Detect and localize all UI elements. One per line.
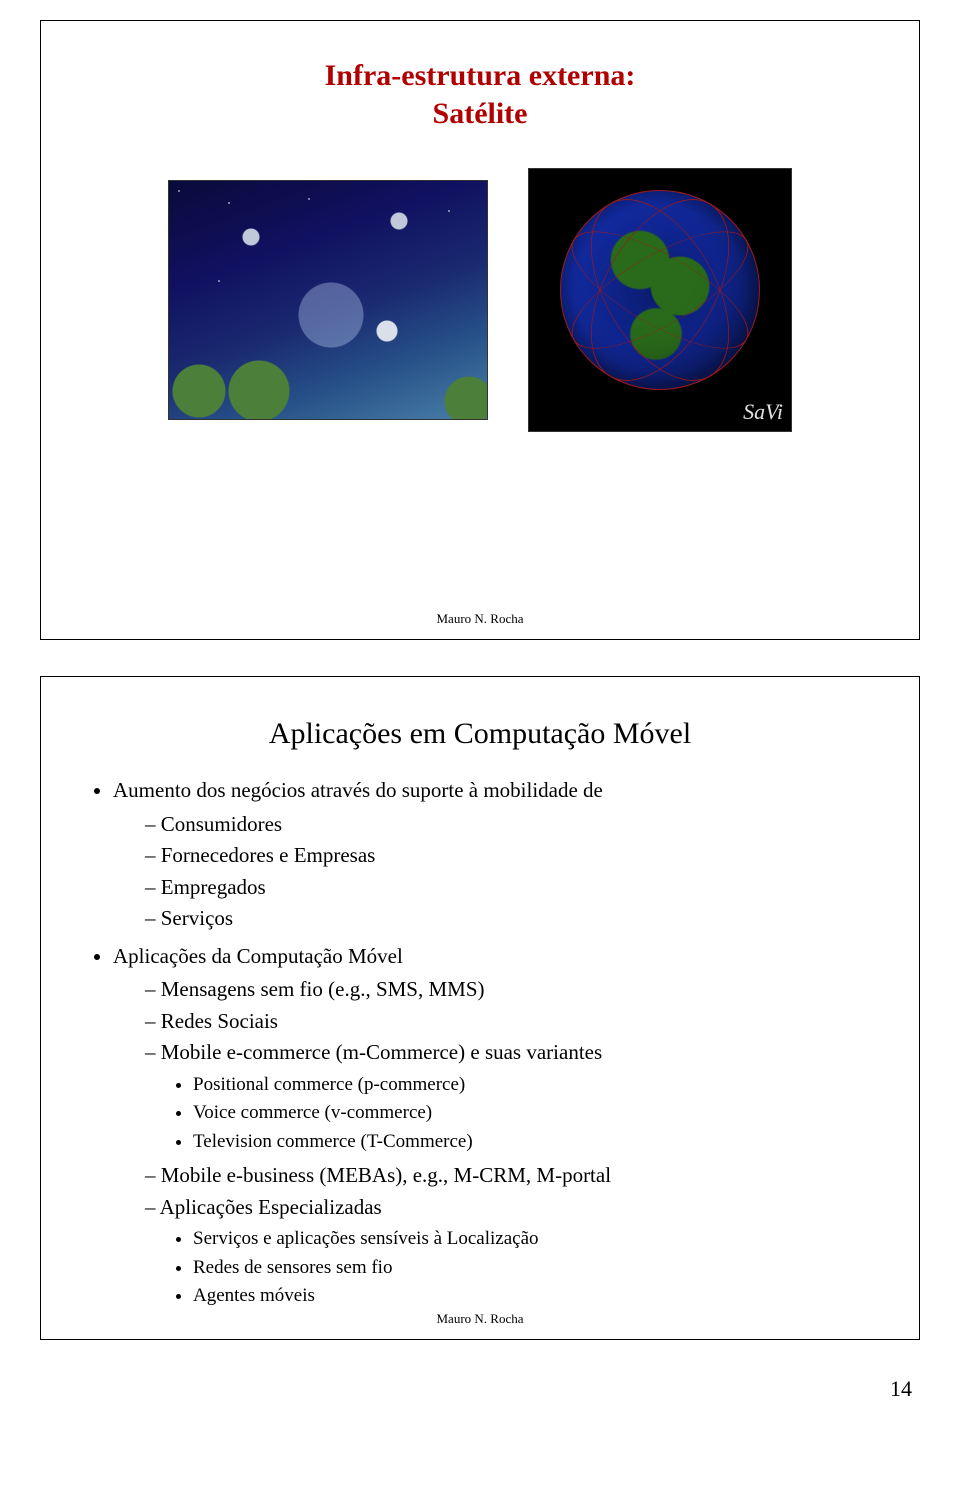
bullet-lvl3: Television commerce (T-Commerce)	[193, 1128, 879, 1157]
slide2-footer: Mauro N. Rocha	[41, 1311, 919, 1327]
bullet-text: Aplicações Especializadas	[160, 1195, 382, 1219]
savi-label: SaVi	[743, 399, 783, 425]
bullet-text: Consumidores	[161, 812, 282, 836]
page-number: 14	[40, 1376, 912, 1402]
bullet-lvl3: Redes de sensores sem fio	[193, 1254, 879, 1283]
bullet-lvl2: Serviços	[145, 903, 879, 935]
bullet-text: Television commerce (T-Commerce)	[193, 1131, 473, 1152]
bullet-text: Voice commerce (v-commerce)	[193, 1102, 432, 1123]
bullet-text: Redes de sensores sem fio	[193, 1257, 392, 1278]
slide1-images-row: SaVi	[81, 168, 879, 432]
slide1-footer: Mauro N. Rocha	[41, 611, 919, 627]
bullet-lvl2: Mensagens sem fio (e.g., SMS, MMS)	[145, 974, 879, 1006]
bullet-text: Fornecedores e Empresas	[161, 843, 376, 867]
satellite-comm-image	[168, 180, 488, 420]
bullet-text: Aumento dos negócios através do suporte …	[113, 778, 603, 802]
bullet-text: Redes Sociais	[161, 1009, 278, 1033]
slide2-bullets: Aumento dos negócios através do suporte …	[81, 775, 879, 1311]
bullet-text: Serviços e aplicações sensíveis à Locali…	[193, 1228, 539, 1249]
bullet-lvl2: Fornecedores e Empresas	[145, 840, 879, 872]
bullet-text: Mobile e-business (MEBAs), e.g., M-CRM, …	[161, 1163, 611, 1187]
bullet-lvl2: Empregados	[145, 872, 879, 904]
bullet-lvl2: Mobile e-commerce (m-Commerce) e suas va…	[145, 1037, 879, 1156]
bullet-lvl2: Aplicações Especializadas Serviços e apl…	[145, 1192, 879, 1311]
bullet-lvl1: Aumento dos negócios através do suporte …	[113, 775, 879, 935]
bullet-lvl2: Redes Sociais	[145, 1006, 879, 1038]
slide1-title-line2: Satélite	[433, 97, 528, 130]
bullet-lvl3: Serviços e aplicações sensíveis à Locali…	[193, 1225, 879, 1254]
slide1-title-line1: Infra-estrutura externa:	[325, 59, 636, 92]
bullet-text: Positional commerce (p-commerce)	[193, 1074, 465, 1095]
bullet-text: Mobile e-commerce (m-Commerce) e suas va…	[161, 1040, 602, 1064]
bullet-text: Serviços	[161, 906, 233, 930]
page-container: Infra-estrutura externa: Satélite SaVi M…	[0, 0, 960, 1442]
slide-2: Aplicações em Computação Móvel Aumento d…	[40, 676, 920, 1340]
bullet-lvl3: Voice commerce (v-commerce)	[193, 1099, 879, 1128]
savi-globe-image: SaVi	[528, 168, 792, 432]
bullet-lvl2: Consumidores	[145, 809, 879, 841]
slide2-title: Aplicações em Computação Móvel	[81, 717, 879, 751]
slide-1: Infra-estrutura externa: Satélite SaVi M…	[40, 20, 920, 640]
bullet-lvl2: Mobile e-business (MEBAs), e.g., M-CRM, …	[145, 1160, 879, 1192]
bullet-text: Mensagens sem fio (e.g., SMS, MMS)	[161, 977, 485, 1001]
bullet-text: Agentes móveis	[193, 1285, 315, 1306]
bullet-text: Aplicações da Computação Móvel	[113, 944, 403, 968]
bullet-lvl3: Positional commerce (p-commerce)	[193, 1071, 879, 1100]
slide1-title: Infra-estrutura externa: Satélite	[81, 57, 879, 132]
bullet-lvl1: Aplicações da Computação Móvel Mensagens…	[113, 941, 879, 1311]
bullet-lvl3: Agentes móveis	[193, 1282, 879, 1311]
bullet-text: Empregados	[161, 875, 266, 899]
